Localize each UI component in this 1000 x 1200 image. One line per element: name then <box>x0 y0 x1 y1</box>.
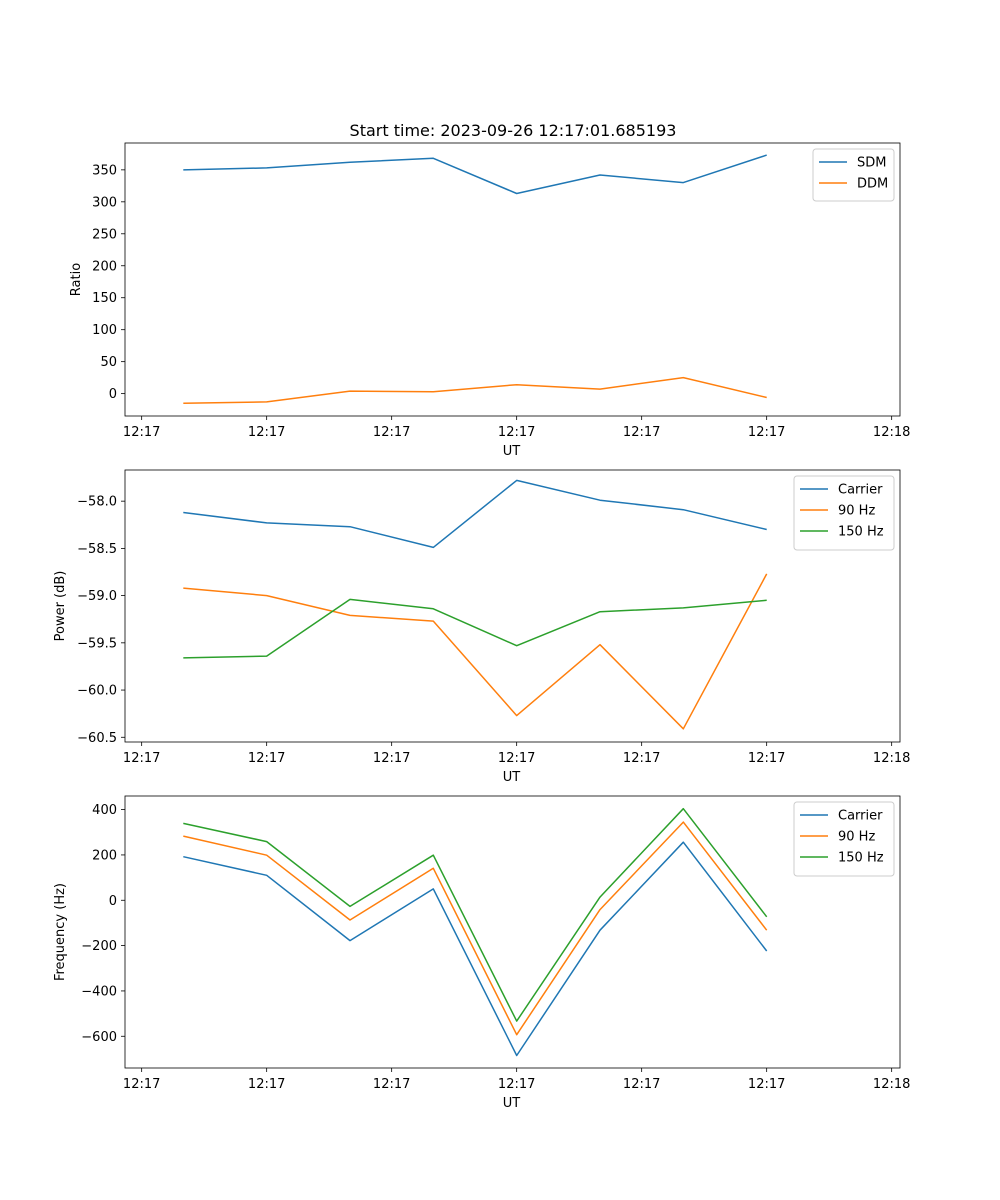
y-tick-label: −600 <box>81 1030 117 1045</box>
x-tick-label: 12:17 <box>748 751 785 766</box>
y-tick-label: −400 <box>81 984 117 999</box>
axes-frame <box>124 469 901 743</box>
legend-entry-label: 90 Hz <box>838 504 875 519</box>
x-tick-label: 12:17 <box>623 425 660 440</box>
x-tick-label: 12:17 <box>748 1077 785 1092</box>
x-tick-label: 12:17 <box>623 751 660 766</box>
x-tick-label: 12:18 <box>873 1077 910 1092</box>
legend-entry-label: 150 Hz <box>838 851 884 866</box>
x-tick-label: 12:17 <box>123 425 160 440</box>
y-tick-label: 200 <box>92 848 117 863</box>
x-tick-label: 12:17 <box>248 425 285 440</box>
panel-frequency: 12:17 12:17 12:17 12:17 12:17 12:17 12:18 −600 −… <box>53 795 910 1111</box>
y-tick-label: 400 <box>92 803 117 818</box>
x-tick-label: 12:17 <box>123 1077 160 1092</box>
y-tick-label: 50 <box>100 355 117 370</box>
legend: Carrier 90 Hz 150 Hz <box>793 475 895 551</box>
panel-ratio: 12:17 12:17 12:17 12:17 12:17 12:17 12:18 0 50 10… <box>69 142 910 459</box>
y-tick-label: −58.0 <box>77 495 117 510</box>
x-tick-label: 12:17 <box>498 751 535 766</box>
x-tick-label: 12:18 <box>873 751 910 766</box>
y-tick-label: 300 <box>92 195 117 210</box>
series-line-ddm <box>183 376 767 404</box>
y-axis-label: Power (dB) <box>53 571 68 642</box>
y-tick-label: 0 <box>109 387 117 402</box>
y-tick-label: 350 <box>92 163 117 178</box>
axes-frame <box>124 795 901 1069</box>
x-tick-label: 12:17 <box>123 751 160 766</box>
x-tick-label: 12:17 <box>373 1077 410 1092</box>
y-tick-label: 250 <box>92 227 117 242</box>
x-tick-label: 12:17 <box>248 1077 285 1092</box>
axes-frame <box>124 142 901 417</box>
y-axis-label: Frequency (Hz) <box>53 883 68 981</box>
series-line-carrier <box>183 479 767 549</box>
series-line-150-hz <box>183 598 767 659</box>
series-line-150-hz <box>183 807 768 1022</box>
y-tick-label: −60.0 <box>77 684 117 699</box>
y-tick-label: −59.5 <box>77 636 117 651</box>
y-tick-label: −59.0 <box>77 589 117 604</box>
series-line-90-hz <box>183 573 768 730</box>
legend-entry-label: DDM <box>857 177 888 192</box>
x-axis-label: UT <box>503 444 521 459</box>
x-tick-label: 12:17 <box>498 425 535 440</box>
x-axis-label: UT <box>503 770 521 785</box>
y-tick-label: −58.5 <box>77 542 117 557</box>
legend: Carrier 90 Hz 150 Hz <box>793 801 895 877</box>
y-tick-label: 150 <box>92 291 117 306</box>
legend-entry-label: SDM <box>857 156 886 171</box>
x-tick-label: 12:18 <box>873 425 910 440</box>
y-tick-label: 200 <box>92 259 117 274</box>
y-tick-label: 0 <box>109 894 117 909</box>
chart-title: Start time: 2023-09-26 12:17:01.685193 <box>350 121 677 140</box>
series-line-90-hz <box>183 821 768 1036</box>
x-tick-label: 12:17 <box>248 751 285 766</box>
x-tick-label: 12:17 <box>498 1077 535 1092</box>
y-tick-label: −60.5 <box>77 731 117 746</box>
x-tick-label: 12:17 <box>623 1077 660 1092</box>
legend-entry-label: 90 Hz <box>838 830 875 845</box>
x-axis-label: UT <box>503 1096 521 1111</box>
legend: SDM DDM <box>812 148 895 202</box>
series-line-carrier <box>183 841 768 1057</box>
legend-entry-label: Carrier <box>838 809 883 824</box>
series-line-sdm <box>183 154 767 195</box>
legend-entry-label: 150 Hz <box>838 525 884 540</box>
y-axis-label: Ratio <box>69 263 84 296</box>
x-tick-label: 12:17 <box>373 751 410 766</box>
legend-entry-label: Carrier <box>838 483 883 498</box>
panel-power: 12:17 12:17 12:17 12:17 12:17 12:17 12:18 −60.5… <box>53 469 910 785</box>
y-tick-label: 100 <box>92 323 117 338</box>
x-tick-label: 12:17 <box>373 425 410 440</box>
x-tick-label: 12:17 <box>748 425 785 440</box>
y-tick-label: −200 <box>81 939 117 954</box>
